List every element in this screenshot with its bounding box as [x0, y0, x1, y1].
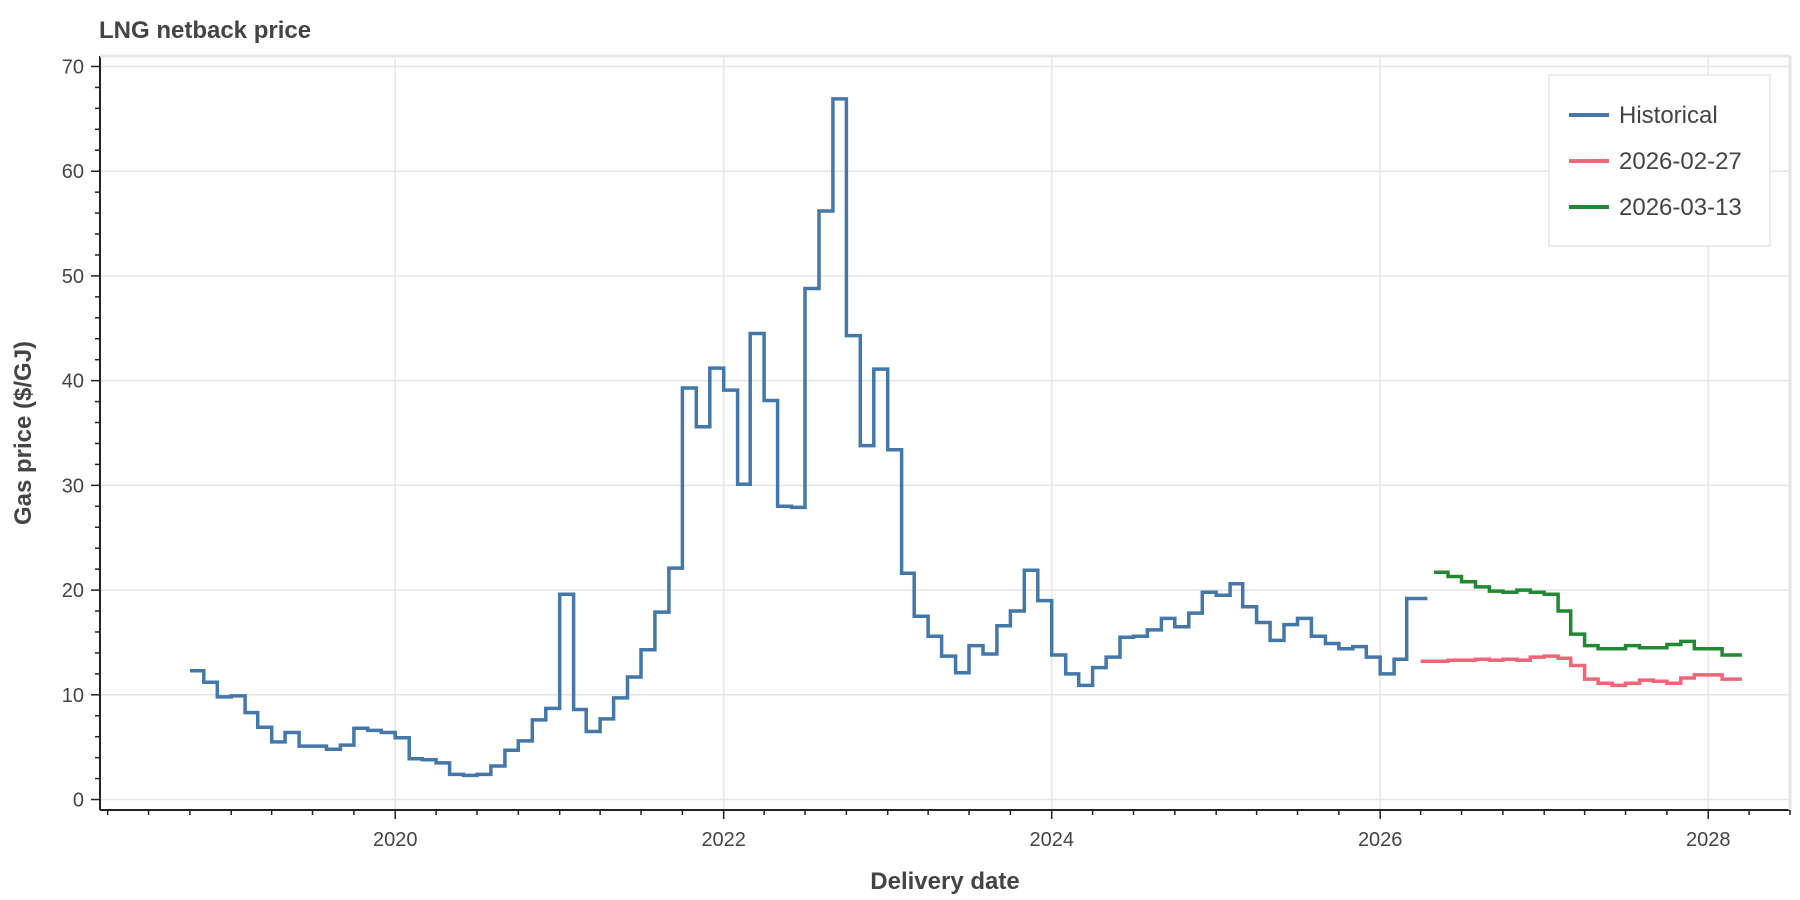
series-line-historical — [189, 97, 1428, 778]
series-line-forecast-1 — [1420, 654, 1742, 688]
y-axis-label: Gas price ($/GJ) — [10, 341, 37, 525]
y-tick-label: 30 — [62, 475, 84, 497]
y-tick-label: 10 — [62, 685, 84, 707]
x-tick-label: 2026 — [1358, 829, 1403, 851]
x-tick-label: 2022 — [701, 829, 746, 851]
legend: Historical 2026-02-27 2026-03-13 — [1548, 74, 1771, 247]
y-tick-label: 60 — [62, 161, 84, 183]
y-tick-label: 20 — [62, 580, 84, 602]
x-axis-label: Delivery date — [870, 868, 1019, 895]
y-tick-label: 40 — [62, 371, 84, 393]
legend-label: Historical — [1619, 102, 1718, 129]
y-tick-label: 50 — [62, 266, 84, 288]
plot-area: 0 10 20 30 40 50 60 70 2020 2022 2024 2026 2028 — [62, 54, 1792, 851]
x-tick-label: 2028 — [1686, 829, 1731, 851]
y-tick-label: 70 — [62, 56, 84, 78]
series-line-forecast-2 — [1434, 570, 1742, 657]
x-tick-label: 2024 — [1029, 829, 1074, 851]
legend-label: 2026-02-27 — [1619, 148, 1742, 175]
chart-title: LNG netback price — [99, 17, 311, 44]
y-tick-label: 0 — [73, 790, 84, 812]
x-tick-label: 2020 — [373, 829, 418, 851]
legend-label: 2026-03-13 — [1619, 194, 1742, 221]
